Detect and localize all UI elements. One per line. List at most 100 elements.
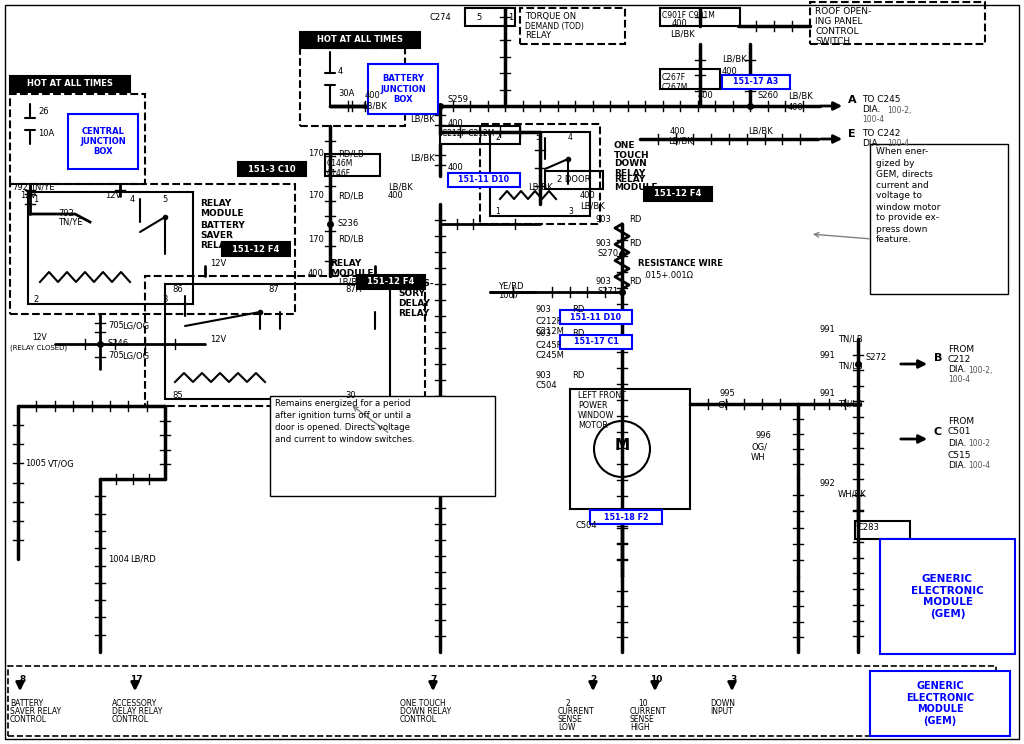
Text: 991: 991 [820,324,836,333]
Text: TN/LB: TN/LB [838,335,863,344]
Text: WH/BK: WH/BK [838,490,867,498]
Text: C146M: C146M [327,158,353,167]
Text: DEMAND (TOD): DEMAND (TOD) [525,22,584,31]
Text: 5: 5 [162,194,167,204]
Text: 903: 903 [595,278,611,286]
Text: ACCES-: ACCES- [398,280,434,289]
Text: ONE TOUCH: ONE TOUCH [400,699,445,708]
Text: 3: 3 [568,208,572,217]
Text: C504: C504 [575,522,598,530]
Text: ROOF OPEN-: ROOF OPEN- [815,7,871,16]
Bar [449,173,520,187]
Text: 170: 170 [308,150,324,158]
Text: DIA.: DIA. [862,106,881,115]
Text: 992: 992 [820,479,836,489]
Text: DOWN RELAY: DOWN RELAY [400,708,452,716]
Bar [368,64,438,114]
Text: 12V: 12V [20,191,36,200]
Text: 30: 30 [345,391,355,400]
Text: 151-3 C10: 151-3 C10 [248,164,296,173]
Text: FROM: FROM [948,417,974,426]
Text: 87A: 87A [345,284,361,293]
Text: LB/BK: LB/BK [410,153,435,162]
Text: SENSE: SENSE [558,716,583,725]
Text: DOWN: DOWN [614,159,647,168]
Text: LG/OG: LG/OG [122,351,150,361]
Text: MOTOR: MOTOR [578,422,608,431]
Text: LB/BK: LB/BK [670,30,694,39]
Bar [300,48,406,126]
Bar [560,335,632,349]
Text: POWER: POWER [578,402,607,411]
Text: 1: 1 [33,194,38,204]
Text: DIA.: DIA. [948,440,967,449]
Text: LB/BK: LB/BK [722,54,746,63]
Text: 2: 2 [565,699,569,708]
Text: VT/OG: VT/OG [48,460,75,469]
Text: TN/LB: TN/LB [838,362,863,371]
Text: C504: C504 [536,382,558,391]
Text: 151-18 F2: 151-18 F2 [604,513,648,522]
Bar [545,171,603,189]
Text: 86: 86 [172,284,182,293]
Bar [870,671,1010,736]
Text: 4: 4 [130,194,135,204]
Text: When ener-: When ener- [876,147,928,156]
Bar [440,126,520,144]
Text: 400: 400 [365,92,381,100]
Bar [520,8,625,44]
Text: ING PANEL: ING PANEL [815,18,862,27]
Text: WH: WH [751,452,766,461]
Text: 400: 400 [722,68,737,77]
Text: 903: 903 [595,240,611,248]
Text: LB/BK: LB/BK [338,278,362,286]
Text: HIGH: HIGH [630,723,649,733]
Text: 400: 400 [449,120,464,129]
Text: 5: 5 [535,133,540,143]
Text: CONTROL: CONTROL [10,716,47,725]
Bar [570,389,690,509]
Bar [68,114,138,169]
Text: C212M: C212M [536,327,565,336]
Text: 151-12 F4: 151-12 F4 [368,278,415,286]
Text: SAVER: SAVER [200,231,232,240]
Bar [880,539,1015,654]
Text: CONTROL: CONTROL [112,716,150,725]
Bar [590,510,662,524]
Text: RD/LB: RD/LB [338,191,364,200]
Text: SWITCH: SWITCH [815,37,850,46]
Text: 3: 3 [162,295,167,304]
Text: gized by: gized by [876,158,914,167]
Text: E: E [848,129,856,139]
Text: current and: current and [876,181,929,190]
Bar [300,32,420,48]
Text: 400: 400 [449,164,464,173]
Text: 1: 1 [508,13,513,22]
Text: LB/BK: LB/BK [668,136,693,146]
Text: C274: C274 [430,13,452,22]
Text: 100-2,: 100-2, [968,365,992,374]
Text: TN/YE: TN/YE [30,182,54,191]
Text: RESISTANCE WIRE: RESISTANCE WIRE [638,260,723,269]
Text: CONTROL: CONTROL [400,716,437,725]
Text: LB/BK: LB/BK [362,101,387,111]
Text: RELAY: RELAY [200,242,231,251]
Text: DELAY RELAY: DELAY RELAY [112,708,163,716]
Text: INPUT: INPUT [710,708,733,716]
Text: RELAY: RELAY [614,168,645,178]
Text: 100-4: 100-4 [948,376,970,385]
Text: window motor: window motor [876,202,940,211]
Bar [222,242,290,256]
Text: RD: RD [629,214,641,223]
Bar [357,275,425,289]
Bar [810,2,985,44]
Text: 2: 2 [590,675,596,684]
Text: 1004: 1004 [108,554,129,563]
Text: LB/RD: LB/RD [130,554,156,563]
Text: 995: 995 [720,390,736,399]
Text: RD: RD [629,240,641,248]
Text: 400: 400 [698,92,714,100]
Text: S271: S271 [598,287,620,297]
Text: BATTERY
JUNCTION
BOX: BATTERY JUNCTION BOX [380,74,426,104]
Text: TORQUE ON: TORQUE ON [525,11,577,21]
